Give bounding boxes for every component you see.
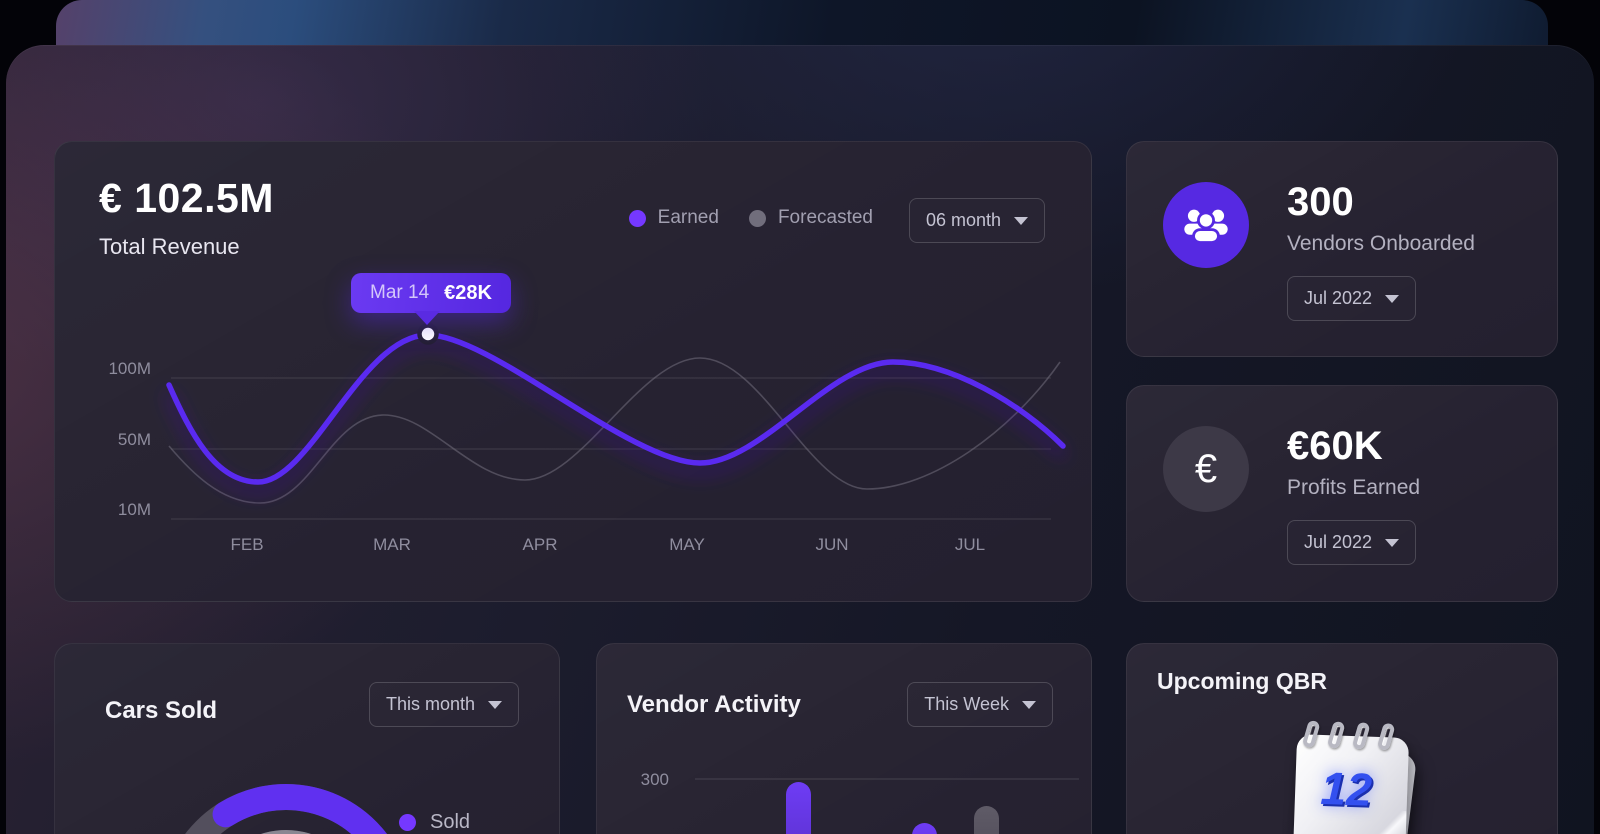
legend-forecasted-label: Forecasted — [777, 207, 873, 228]
legend-item-forecasted: Forecasted — [748, 207, 873, 229]
activity-bar-5 — [974, 806, 999, 834]
calendar-icon: 12 — [1292, 719, 1418, 834]
vendors-icon-badge — [1163, 182, 1249, 268]
cars-sold-card: Cars Sold This month Sold 10K — [54, 643, 560, 834]
activity-bar-4 — [912, 823, 937, 834]
vendors-count: 300 — [1287, 180, 1354, 224]
calendar-spiral-rings — [1301, 719, 1396, 752]
euro-icon: € — [1194, 446, 1218, 491]
cars-sold-title: Cars Sold — [105, 696, 218, 724]
vendor-activity-bar-chart: 300 200 — [641, 770, 1079, 834]
chevron-down-icon — [1385, 294, 1400, 303]
vendors-month-dropdown[interactable]: Jul 2022 — [1287, 276, 1417, 321]
revenue-period-dropdown[interactable]: 06 month — [908, 198, 1045, 243]
activity-bar-2 — [786, 782, 811, 834]
profits-icon-badge: € — [1163, 426, 1249, 512]
earned-line — [166, 332, 1066, 485]
total-revenue-value: € 102.5M — [99, 175, 274, 221]
x-tick-jul: JUL — [955, 535, 985, 554]
x-tick-mar: MAR — [373, 535, 411, 554]
tooltip-pointer — [414, 311, 440, 325]
tooltip-date: Mar 14 — [370, 282, 430, 303]
y-tick-100m: 100M — [108, 359, 151, 378]
x-tick-jun: JUN — [815, 535, 848, 554]
profits-earned-card: € €60K Profits Earned Jul 2022 — [1126, 385, 1558, 602]
upcoming-qbr-title: Upcoming QBR — [1157, 668, 1327, 694]
profits-month-dropdown[interactable]: Jul 2022 — [1287, 520, 1417, 565]
upcoming-qbr-card: Upcoming QBR 12 — [1126, 643, 1558, 834]
legend-item-earned: Earned — [628, 207, 719, 229]
forecasted-line — [168, 357, 1061, 504]
activity-period-dropdown[interactable]: This Week — [907, 682, 1053, 727]
tooltip-value: €28K — [444, 281, 492, 304]
sold-dot-icon — [399, 814, 416, 831]
donut-sold-arc — [159, 784, 413, 834]
x-tick-feb: FEB — [230, 535, 263, 554]
x-tick-may: MAY — [669, 535, 705, 554]
cars-period-dropdown[interactable]: This month — [368, 682, 519, 727]
activity-period-value: This Week — [924, 694, 1009, 714]
dashboard-window: € 102.5M Total Revenue Earned Forecasted… — [6, 45, 1594, 834]
forecasted-dot-icon — [748, 209, 766, 227]
profits-label: Profits Earned — [1287, 476, 1421, 499]
people-group-icon — [1184, 209, 1228, 244]
x-tick-apr: APR — [523, 535, 558, 554]
highlight-point-marker — [417, 323, 439, 345]
chevron-down-icon — [488, 700, 502, 709]
profits-month-value: Jul 2022 — [1304, 532, 1373, 552]
chevron-down-icon — [1385, 538, 1400, 547]
donut-inner-arc — [205, 830, 367, 834]
vendors-label: Vendors Onboarded — [1287, 232, 1475, 255]
earned-dot-icon — [628, 209, 646, 227]
y-tick-50m: 50M — [118, 430, 151, 449]
y-tick-10m: 10M — [118, 500, 151, 519]
profits-value: €60K — [1287, 424, 1383, 468]
cars-sold-donut-chart — [159, 784, 413, 834]
revenue-legend: Earned Forecasted — [628, 207, 873, 229]
revenue-period-value: 06 month — [925, 210, 1001, 230]
total-revenue-card: € 102.5M Total Revenue Earned Forecasted… — [54, 141, 1092, 602]
sold-legend-label: Sold — [430, 811, 471, 833]
vendors-month-value: Jul 2022 — [1304, 288, 1373, 308]
chevron-down-icon — [1022, 700, 1036, 709]
activity-y-tick-300: 300 — [641, 770, 669, 789]
chart-tooltip: Mar 14 €28K — [351, 273, 511, 325]
cars-legend-item: Sold — [399, 811, 470, 834]
vendor-activity-card: Vendor Activity This Week — [596, 643, 1092, 834]
calendar-page-curl — [1347, 806, 1410, 834]
cars-period-value: This month — [385, 694, 475, 714]
revenue-summary: € 102.5M Total Revenue — [99, 175, 274, 260]
vendor-activity-title: Vendor Activity — [627, 690, 801, 718]
vendors-onboarded-card: 300 Vendors Onboarded Jul 2022 — [1126, 141, 1558, 357]
total-revenue-label: Total Revenue — [99, 234, 240, 259]
legend-earned-label: Earned — [657, 207, 719, 228]
chevron-down-icon — [1014, 216, 1028, 225]
